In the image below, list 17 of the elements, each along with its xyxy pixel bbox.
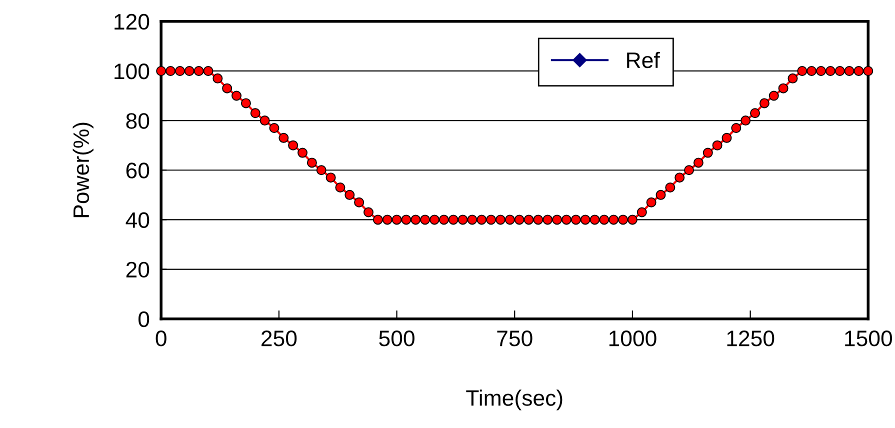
y-tick-label: 120 [114,14,150,30]
y-axis-title: Power(%) [72,122,94,218]
x-tick-label: 0 [156,330,166,346]
x-tick-label: 1250 [727,330,774,346]
legend-label: Ref [627,52,660,68]
x-tick-label: 1500 [845,330,892,346]
y-tick-label: 100 [114,64,150,80]
x-tick-label: 250 [262,330,297,346]
y-tick-label: 60 [126,162,150,178]
x-axis-title: Time(sec) [466,390,562,410]
x-tick-label: 500 [379,330,414,346]
y-tick-label: 20 [126,262,150,278]
x-tick-label: 750 [497,330,532,346]
y-tick-label: 80 [126,113,150,129]
y-tick-label: 0 [138,311,150,328]
x-tick-label: 1000 [609,330,656,346]
y-tick-label: 40 [126,212,150,228]
